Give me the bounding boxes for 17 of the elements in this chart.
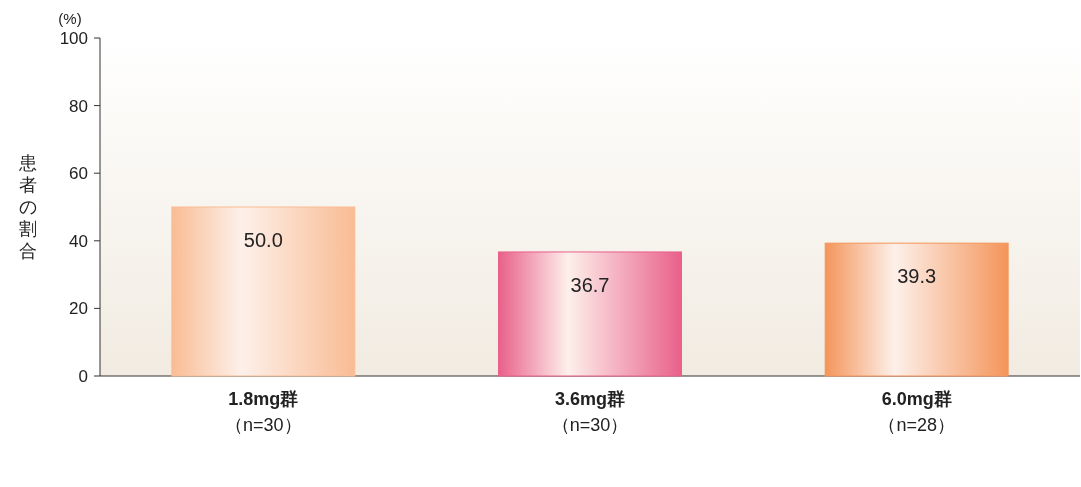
data-label: 36.7 [570,273,610,296]
y-tick-label: 100 [59,29,88,48]
y-tick-label: 80 [69,96,88,116]
bar [171,206,356,377]
x-tick-label: 6.0mg群（n=28） [878,389,955,435]
data-label: 50.0 [243,229,283,251]
y-tick-label: 0 [78,367,88,386]
y-axis-title: 患者の割合 [18,153,37,261]
bar [824,242,1009,377]
y-tick-label: 40 [69,231,88,251]
y-tick-label: 60 [69,164,88,184]
text: (%) [58,10,82,27]
bar [498,251,682,377]
y-tick-label: 20 [69,299,88,319]
data-label: 39.3 [897,265,937,288]
x-tick-label: 3.6mg群（n=30） [551,389,629,435]
x-tick-label: 1.8mg群（n=30） [225,389,302,435]
